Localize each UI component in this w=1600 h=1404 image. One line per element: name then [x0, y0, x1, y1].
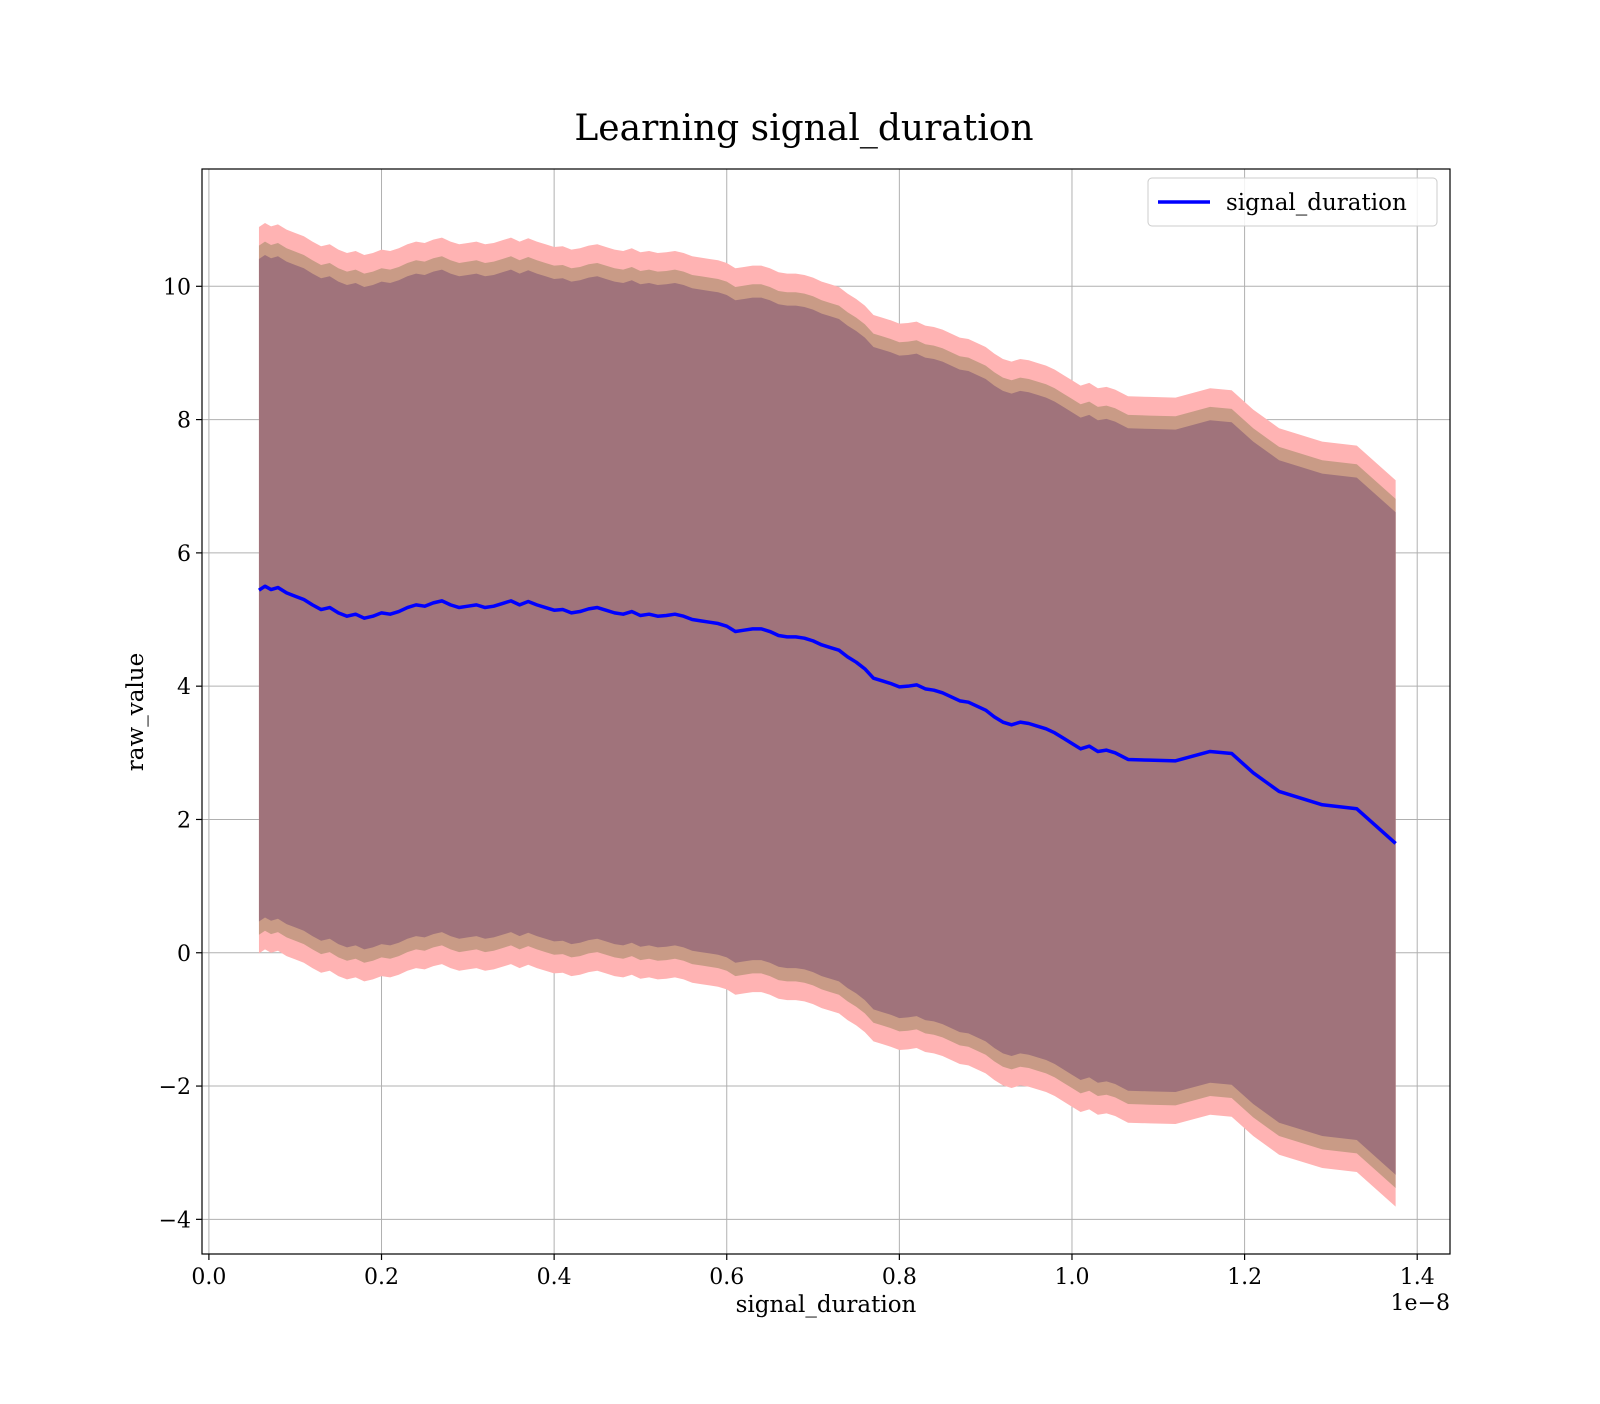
chart-title: Learning signal_duration	[574, 108, 1033, 149]
band-inner	[258, 254, 1396, 1175]
x-tick-label-4: 0.8	[882, 1265, 917, 1290]
legend-box	[1147, 177, 1438, 227]
x-tick-label-3: 0.6	[709, 1265, 744, 1290]
y-axis-ticks: −4 −2 0 2 4 6 8 10	[159, 275, 202, 1233]
y-tick-label-6: 8	[177, 409, 191, 434]
y-tick-label-1: −2	[159, 1075, 191, 1100]
x-tick-label-2: 0.4	[537, 1265, 572, 1290]
x-tick-label-0: 0.0	[191, 1265, 226, 1290]
x-tick-label-5: 1.0	[1054, 1265, 1089, 1290]
x-axis-label: signal_duration	[736, 1292, 917, 1318]
x-tick-label-7: 1.4	[1400, 1265, 1435, 1290]
y-tick-label-3: 2	[177, 808, 191, 833]
series-lines	[257, 584, 1397, 845]
x-axis-offset-label: 1e−8	[1391, 1291, 1450, 1316]
legend: signal_duration	[1147, 177, 1438, 227]
x-tick-label-1: 0.2	[364, 1265, 399, 1290]
y-tick-label-2: 0	[177, 942, 191, 967]
y-tick-label-5: 6	[177, 542, 191, 567]
y-tick-label-4: 4	[177, 675, 191, 700]
series-line-signal-duration	[257, 584, 1397, 845]
y-axis-label: raw_value	[123, 653, 149, 771]
plot-frame	[201, 168, 1451, 1255]
x-axis-ticks: 0.0 0.2 0.4 0.6 0.8 1.0 1.2 1.4	[191, 1254, 1435, 1290]
legend-label-signal-duration: signal_duration	[1226, 190, 1407, 216]
uncertainty-bands	[258, 222, 1396, 1207]
x-tick-label-6: 1.2	[1227, 1265, 1262, 1290]
y-tick-label-7: 10	[163, 275, 191, 300]
y-tick-label-0: −4	[159, 1208, 191, 1233]
